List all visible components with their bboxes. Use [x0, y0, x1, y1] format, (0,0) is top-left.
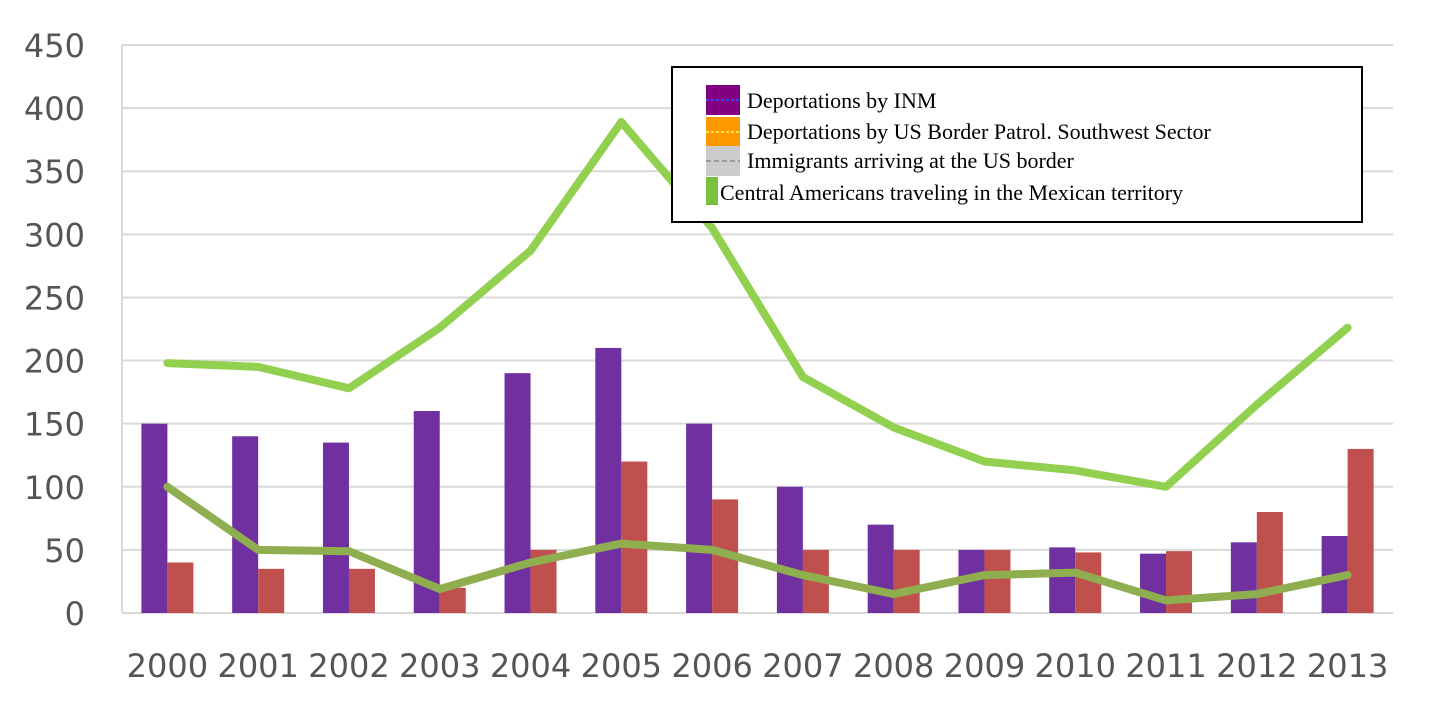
bar — [348, 568, 375, 613]
legend-item-central-americans: Central Americans traveling in the Mexic… — [706, 177, 1183, 205]
y-tick-label: 200 — [24, 343, 85, 381]
bars — [141, 347, 1374, 613]
y-axis-ticks: 0 50 100 150 200 250 300 350 400 450 — [24, 27, 85, 633]
x-tick-label: 2002 — [308, 647, 389, 685]
x-axis-ticks: 2000 2001 2002 2003 2004 2005 2006 2007 2008 2009… — [127, 647, 1389, 685]
x-tick-label: 2011 — [1125, 647, 1206, 685]
bar — [1140, 553, 1167, 613]
y-tick-label: 450 — [24, 27, 85, 65]
legend-swatch — [706, 177, 718, 205]
bar — [504, 373, 531, 613]
legend-label: Immigrants arriving at the US border — [747, 148, 1075, 173]
legend-item-deportations-inm: Deportations by INM — [706, 85, 936, 115]
x-tick-label: 2008 — [853, 647, 934, 685]
x-tick-label: 2001 — [217, 647, 298, 685]
x-tick-label: 2000 — [127, 647, 208, 685]
bar — [322, 442, 349, 613]
y-tick-label: 400 — [24, 90, 85, 128]
x-tick-label: 2007 — [762, 647, 843, 685]
bar — [984, 549, 1011, 613]
bar — [867, 524, 894, 613]
legend-box — [671, 66, 1363, 223]
bar — [1230, 542, 1257, 613]
bar — [595, 347, 622, 613]
bar — [776, 486, 803, 613]
y-tick-label: 50 — [44, 532, 85, 570]
x-tick-label: 2012 — [1216, 647, 1297, 685]
legend: Deportations by INM Deportations by US B… — [671, 66, 1363, 223]
x-tick-label: 2006 — [671, 647, 752, 685]
x-tick-label: 2005 — [581, 647, 662, 685]
x-tick-label: 2004 — [490, 647, 571, 685]
series-line — [163, 482, 1352, 605]
y-tick-label: 350 — [24, 153, 85, 191]
bar — [258, 568, 285, 613]
y-tick-label: 300 — [24, 216, 85, 254]
lines — [163, 118, 1352, 605]
legend-label: Deportations by US Border Patrol. Southw… — [747, 119, 1211, 144]
bar — [1049, 547, 1076, 613]
y-tick-label: 250 — [24, 279, 85, 317]
bar — [439, 587, 466, 613]
x-tick-label: 2003 — [399, 647, 480, 685]
x-tick-label: 2010 — [1035, 647, 1116, 685]
legend-label: Central Americans traveling in the Mexic… — [720, 180, 1183, 205]
legend-item-deportations-us-border-patrol: Deportations by US Border Patrol. Southw… — [706, 117, 1211, 147]
x-tick-label: 2009 — [944, 647, 1025, 685]
series-line — [163, 118, 1352, 491]
bar — [686, 423, 713, 613]
bar — [1347, 448, 1374, 613]
y-tick-label: 0 — [65, 595, 85, 633]
y-tick-label: 150 — [24, 406, 85, 444]
bar — [621, 461, 648, 613]
bar — [1256, 512, 1283, 613]
bar — [232, 436, 259, 613]
bar — [141, 423, 168, 613]
y-tick-label: 100 — [24, 469, 85, 507]
legend-item-immigrants-arriving: Immigrants arriving at the US border — [706, 146, 1075, 176]
bar — [893, 549, 920, 613]
x-tick-label: 2013 — [1307, 647, 1388, 685]
legend-label: Deportations by INM — [747, 88, 936, 113]
bar — [167, 562, 194, 613]
